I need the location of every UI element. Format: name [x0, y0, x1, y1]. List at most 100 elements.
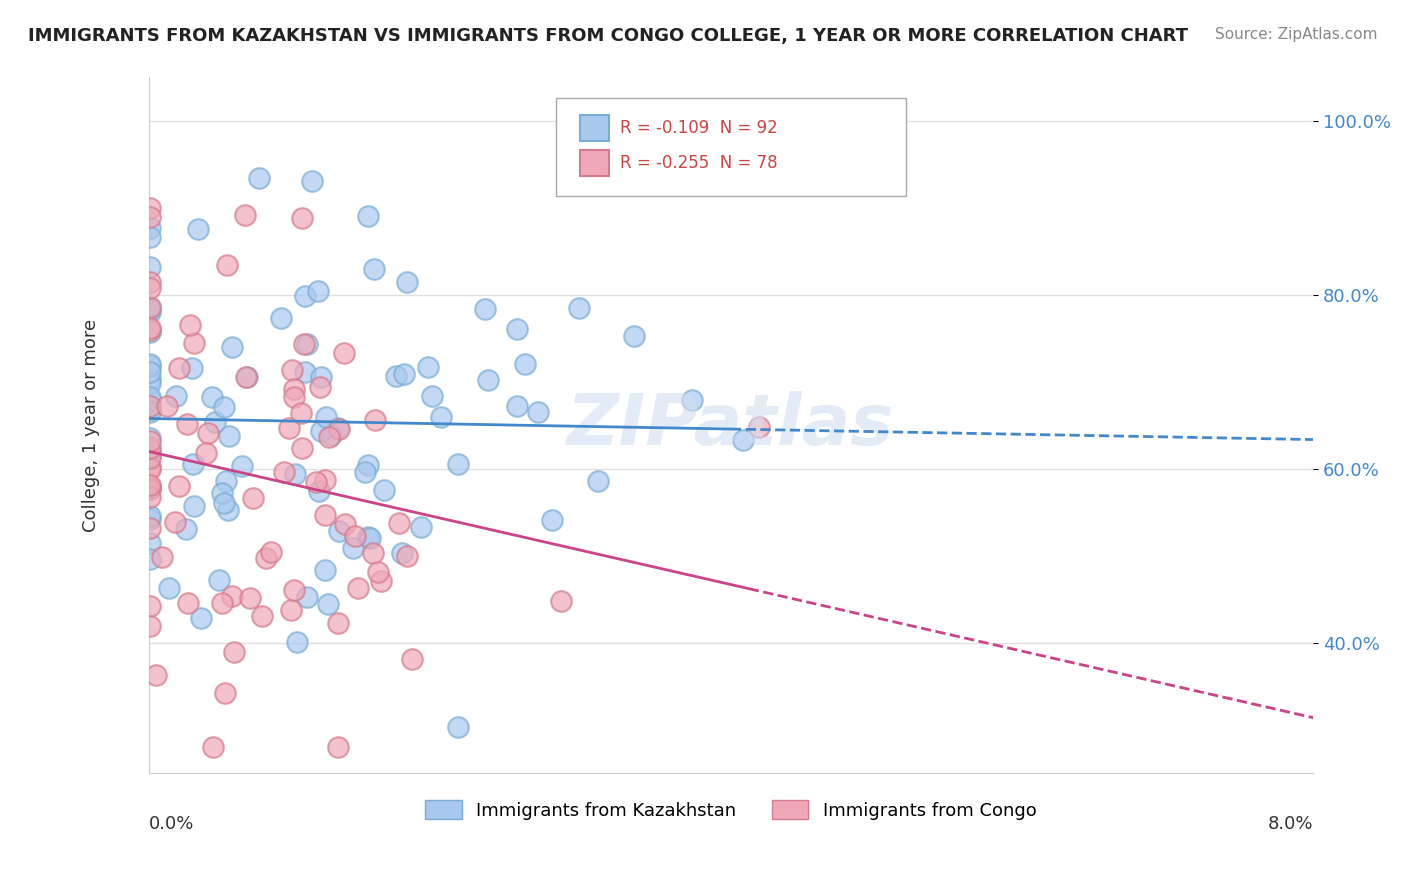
Point	[139, 599, 162, 613]
Point	[187, 222, 209, 236]
Point	[218, 429, 240, 443]
Point	[157, 581, 180, 595]
Point	[139, 201, 162, 215]
Point	[363, 261, 385, 276]
Point	[328, 524, 350, 539]
Point	[139, 230, 162, 244]
Point	[287, 634, 309, 648]
Point	[139, 434, 162, 449]
Point	[139, 390, 162, 404]
Point	[328, 420, 350, 434]
Point	[156, 399, 179, 413]
Point	[430, 409, 453, 424]
Text: 0.0%: 0.0%	[149, 815, 194, 833]
Point	[342, 541, 364, 555]
Point	[181, 361, 204, 376]
Point	[139, 442, 162, 456]
Point	[139, 365, 162, 379]
Point	[211, 596, 233, 610]
Point	[139, 392, 162, 407]
Point	[204, 415, 226, 429]
Point	[283, 382, 305, 396]
Point	[221, 589, 243, 603]
Point	[283, 390, 305, 404]
Point	[163, 515, 186, 529]
Text: R = -0.255  N = 78: R = -0.255 N = 78	[620, 154, 778, 172]
Point	[139, 281, 162, 295]
Point	[283, 583, 305, 598]
Point	[235, 208, 257, 222]
Point	[295, 590, 318, 604]
Point	[343, 529, 366, 543]
Point	[139, 449, 162, 463]
Text: ZIPatlas: ZIPatlas	[568, 391, 894, 459]
Point	[145, 667, 167, 681]
Point	[396, 275, 419, 289]
Point	[139, 399, 162, 413]
Point	[139, 521, 162, 535]
Point	[506, 322, 529, 336]
Point	[291, 211, 314, 225]
Point	[295, 337, 318, 351]
Point	[221, 341, 243, 355]
Point	[541, 513, 564, 527]
Point	[370, 574, 392, 588]
Point	[139, 431, 162, 445]
Point	[292, 336, 315, 351]
Text: R = -0.109  N = 92: R = -0.109 N = 92	[620, 120, 778, 137]
Point	[291, 441, 314, 455]
Point	[194, 445, 217, 459]
Point	[183, 336, 205, 351]
Point	[357, 209, 380, 223]
Point	[214, 496, 236, 510]
Point	[222, 644, 245, 658]
Point	[215, 474, 238, 488]
Point	[179, 318, 201, 332]
Point	[139, 478, 162, 492]
Point	[167, 360, 190, 375]
Point	[316, 597, 339, 611]
Point	[314, 473, 336, 487]
Point	[139, 509, 162, 524]
Point	[328, 422, 350, 436]
Point	[333, 516, 356, 531]
Point	[242, 491, 264, 505]
Point	[139, 300, 162, 314]
Point	[139, 301, 162, 315]
Point	[236, 369, 259, 384]
Point	[197, 426, 219, 441]
Point	[139, 482, 162, 496]
Point	[308, 483, 330, 498]
Point	[318, 430, 340, 444]
Point	[214, 686, 236, 700]
Text: College, 1 year or more: College, 1 year or more	[82, 318, 100, 532]
Text: 8.0%: 8.0%	[1268, 815, 1313, 833]
Text: IMMIGRANTS FROM KAZAKHSTAN VS IMMIGRANTS FROM CONGO COLLEGE, 1 YEAR OR MORE CORR: IMMIGRANTS FROM KAZAKHSTAN VS IMMIGRANTS…	[28, 27, 1188, 45]
Point	[139, 511, 162, 525]
Point	[385, 369, 408, 384]
Point	[231, 459, 253, 474]
Point	[260, 545, 283, 559]
Bar	[579, 150, 609, 177]
Point	[139, 376, 162, 390]
Point	[139, 260, 162, 274]
Legend: Immigrants from Kazakhstan, Immigrants from Congo: Immigrants from Kazakhstan, Immigrants f…	[418, 793, 1043, 827]
Point	[588, 474, 610, 488]
FancyBboxPatch shape	[557, 98, 905, 195]
Point	[169, 479, 191, 493]
Point	[139, 551, 162, 566]
Point	[420, 389, 443, 403]
Point	[357, 530, 380, 544]
Point	[238, 591, 260, 606]
Point	[315, 410, 337, 425]
Point	[270, 310, 292, 325]
Point	[357, 458, 380, 472]
Point	[623, 329, 645, 343]
Point	[474, 301, 496, 316]
Point	[176, 417, 198, 431]
Point	[139, 357, 162, 371]
Point	[307, 284, 329, 298]
Point	[308, 380, 330, 394]
Point	[506, 399, 529, 413]
Point	[177, 596, 200, 610]
